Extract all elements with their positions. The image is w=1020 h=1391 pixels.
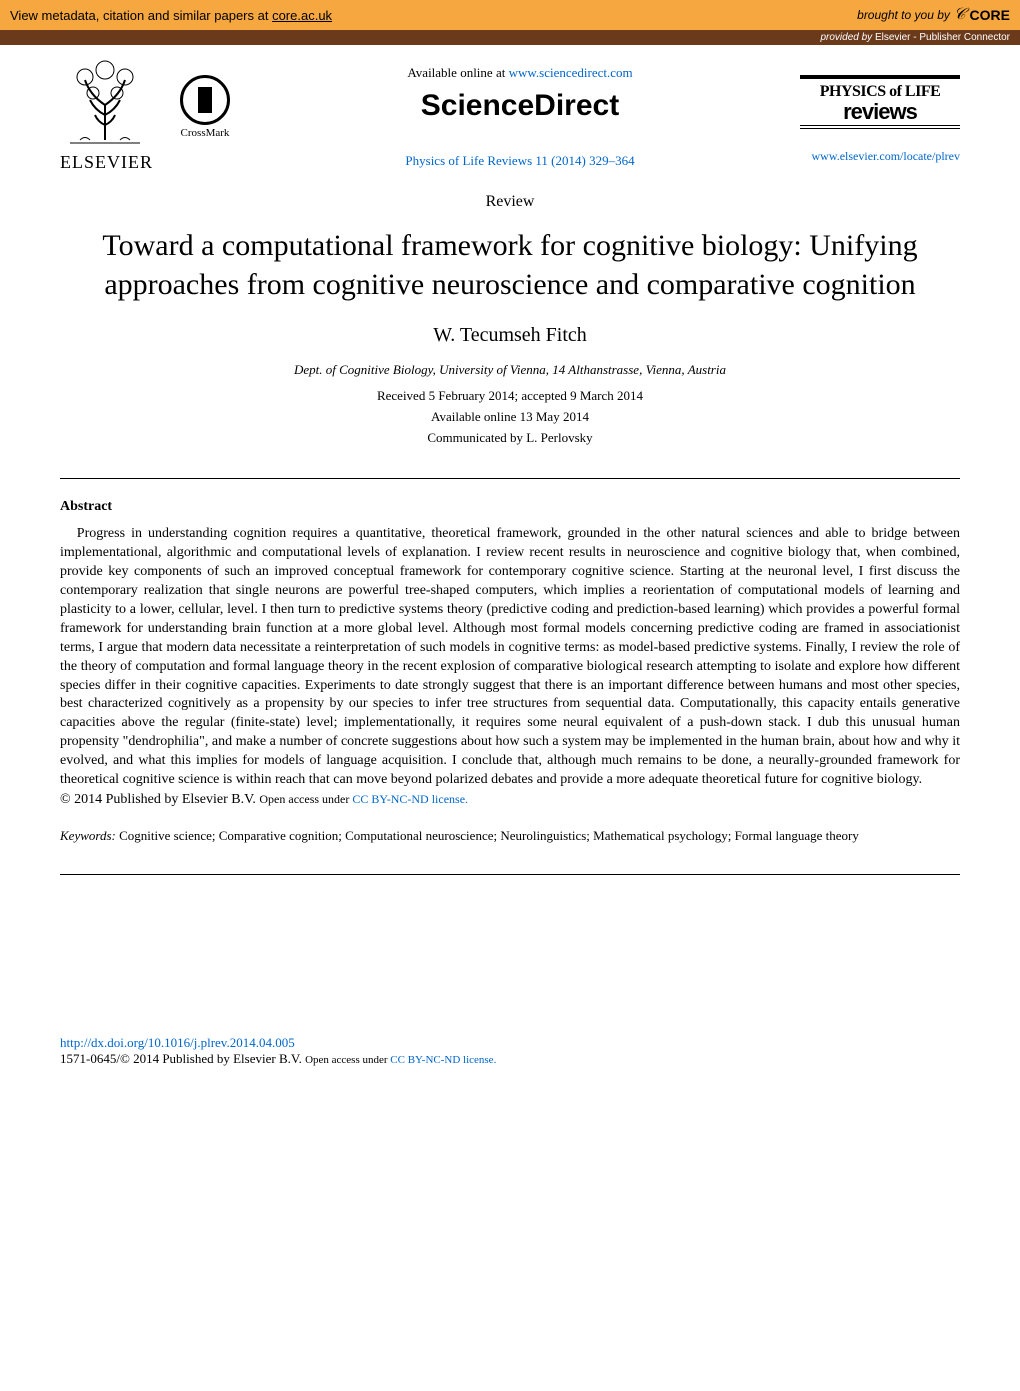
- article-affiliation: Dept. of Cognitive Biology, University o…: [0, 362, 1020, 378]
- abstract-section: Abstract Progress in understanding cogni…: [0, 499, 1020, 807]
- provided-by-bar: provided by Elsevier - Publisher Connect…: [0, 30, 1020, 45]
- elsevier-label: ELSEVIER: [60, 152, 150, 173]
- sciencedirect-logo: ScienceDirect: [260, 89, 780, 123]
- core-logo-text[interactable]: CORE: [970, 7, 1010, 23]
- elsevier-logo: ELSEVIER: [60, 55, 150, 173]
- brought-by-text: brought to you by: [857, 8, 950, 22]
- locate-link[interactable]: www.elsevier.com/locate/plrev: [812, 149, 961, 163]
- license-prefix: Open access under: [259, 792, 352, 806]
- crossmark-icon: [180, 75, 230, 125]
- footer-copyright: 1571-0645/© 2014 Published by Elsevier B…: [60, 1051, 960, 1067]
- provided-by-label: provided by: [820, 32, 874, 43]
- article-type: Review: [0, 193, 1020, 211]
- license-link[interactable]: CC BY-NC-ND license.: [352, 792, 468, 806]
- crossmark-badge[interactable]: CrossMark: [170, 75, 240, 139]
- provided-by-source: Elsevier - Publisher Connector: [875, 32, 1010, 43]
- copyright-text: © 2014 Published by Elsevier B.V.: [60, 792, 259, 807]
- copyright-line: © 2014 Published by Elsevier B.V. Open a…: [60, 792, 960, 808]
- core-banner: View metadata, citation and similar pape…: [0, 0, 1020, 30]
- physics-life-logo: PHYSICS of LIFE reviews: [800, 75, 960, 129]
- core-banner-left: View metadata, citation and similar pape…: [10, 8, 332, 23]
- doi-link[interactable]: http://dx.doi.org/10.1016/j.plrev.2014.0…: [60, 1035, 295, 1050]
- abstract-heading: Abstract: [60, 499, 960, 515]
- footer-license-prefix: Open access under: [305, 1054, 390, 1066]
- journal-reference: Physics of Life Reviews 11 (2014) 329–36…: [260, 153, 780, 169]
- footer-license-link[interactable]: CC BY-NC-ND license.: [390, 1054, 496, 1066]
- core-icon: 𝒞: [954, 6, 966, 24]
- elsevier-tree-icon: [65, 55, 145, 145]
- core-banner-right: brought to you by 𝒞 CORE: [857, 6, 1010, 24]
- sciencedirect-url[interactable]: www.sciencedirect.com: [509, 65, 633, 80]
- available-date: Available online 13 May 2014: [0, 407, 1020, 428]
- communicated-by: Communicated by L. Perlovsky: [0, 428, 1020, 449]
- journal-logo: PHYSICS of LIFE reviews www.elsevier.com…: [800, 75, 960, 164]
- journal-logo-bottom: reviews: [800, 101, 960, 123]
- core-banner-text: View metadata, citation and similar pape…: [10, 8, 272, 23]
- keywords-section: Keywords: Cognitive science; Comparative…: [0, 808, 1020, 844]
- article-author: W. Tecumseh Fitch: [0, 324, 1020, 347]
- paper-header: ELSEVIER CrossMark Available online at w…: [0, 45, 1020, 183]
- abstract-text: Progress in understanding cognition requ…: [60, 525, 960, 789]
- keywords-text: Cognitive science; Comparative cognition…: [119, 828, 859, 843]
- core-link[interactable]: core.ac.uk: [272, 8, 332, 23]
- center-header: Available online at www.sciencedirect.co…: [260, 55, 780, 169]
- footer: http://dx.doi.org/10.1016/j.plrev.2014.0…: [0, 1035, 1020, 1087]
- separator-top: [60, 478, 960, 479]
- received-date: Received 5 February 2014; accepted 9 Mar…: [0, 386, 1020, 407]
- keywords-label: Keywords:: [60, 828, 119, 843]
- available-text: Available online at: [407, 65, 508, 80]
- locate-link-container: www.elsevier.com/locate/plrev: [800, 149, 960, 164]
- issn-copyright: 1571-0645/© 2014 Published by Elsevier B…: [60, 1051, 305, 1066]
- separator-bottom: [60, 874, 960, 875]
- crossmark-label: CrossMark: [170, 127, 240, 139]
- article-dates: Received 5 February 2014; accepted 9 Mar…: [0, 386, 1020, 448]
- available-online: Available online at www.sciencedirect.co…: [260, 65, 780, 81]
- article-title: Toward a computational framework for cog…: [0, 226, 1020, 304]
- journal-ref-link[interactable]: Physics of Life Reviews 11 (2014) 329–36…: [405, 153, 634, 168]
